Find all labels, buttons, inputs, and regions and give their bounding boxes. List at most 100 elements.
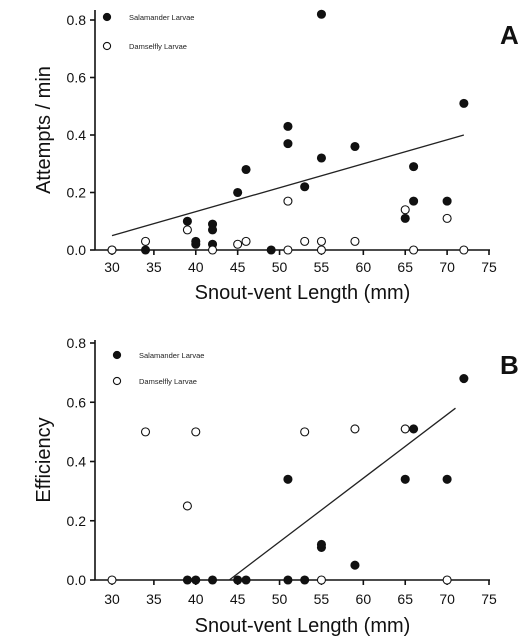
x-tick-label: 40 — [188, 259, 204, 275]
data-point-salamander — [316, 539, 326, 550]
y-tick-label: 0.0 — [67, 572, 87, 588]
data-point-damselfly — [350, 424, 360, 434]
data-point-salamander — [442, 474, 452, 484]
panel-a: 30 35 40 45 50 55 60 65 70 75 0.0 0.2 0.4 0.6 0.8 Snout… — [33, 9, 519, 304]
x-tick-label: 60 — [356, 591, 372, 607]
x-tick-label: 60 — [356, 259, 372, 275]
panel-letter: A — [500, 20, 519, 50]
y-tick-label: 0.8 — [67, 12, 87, 28]
x-tick-label: 75 — [481, 259, 497, 275]
data-point-damselfly — [283, 196, 293, 206]
regression-line — [111, 134, 465, 237]
legend-label-salamander: Salamander Larvae — [129, 13, 194, 22]
data-point-damselfly — [140, 427, 151, 437]
x-axis-label: Snout-vent Length (mm) — [195, 615, 411, 637]
data-point-damselfly — [207, 245, 218, 255]
data-point-damselfly — [400, 424, 410, 434]
y-tick-label: 0.4 — [67, 127, 87, 143]
legend-marker-salamander — [102, 12, 112, 22]
data-point-salamander — [233, 575, 243, 585]
legend-marker-damselfly — [112, 376, 122, 386]
y-tick-label: 0.2 — [67, 185, 87, 201]
data-point-salamander — [241, 575, 251, 585]
x-tick-label: 45 — [230, 591, 246, 607]
x-tick-label: 70 — [439, 591, 455, 607]
data-point-salamander — [283, 121, 293, 131]
data-point-damselfly — [442, 575, 452, 585]
y-tick-label: 0.2 — [67, 513, 87, 529]
x-tick-label: 35 — [146, 591, 162, 607]
data-point-salamander — [191, 236, 201, 246]
data-point-damselfly — [316, 575, 326, 585]
data-point-salamander — [409, 196, 419, 206]
data-point-salamander — [400, 474, 410, 484]
x-tick-label: 40 — [188, 591, 204, 607]
panel-letter: B — [500, 350, 519, 380]
regression-line — [228, 407, 456, 581]
data-point-salamander — [316, 9, 326, 19]
data-point-salamander — [233, 187, 243, 198]
y-tick-label: 0.0 — [67, 242, 87, 258]
data-point-salamander — [241, 164, 251, 175]
legend-label-damselfly: Damselfly Larvae — [129, 42, 187, 51]
data-point-salamander — [300, 182, 310, 192]
data-point-salamander — [207, 575, 218, 585]
data-point-salamander — [182, 216, 192, 226]
legend-marker-salamander — [112, 350, 122, 360]
data-point-salamander — [266, 245, 276, 255]
panel-b: 30 35 40 45 50 55 60 65 70 75 0.0 0.2 0.4 0.6 0.8 Snout… — [33, 335, 519, 637]
data-point-salamander — [409, 162, 419, 172]
data-point-damselfly — [300, 236, 310, 246]
legend-label-damselfly: Damselfly Larvae — [139, 377, 197, 386]
x-tick-label: 45 — [230, 259, 246, 275]
data-point-damselfly — [241, 236, 251, 246]
data-point-damselfly — [350, 236, 360, 246]
data-point-damselfly — [140, 236, 151, 246]
x-tick-label: 65 — [397, 259, 413, 275]
data-point-damselfly — [316, 245, 326, 255]
data-point-damselfly — [182, 501, 192, 511]
x-tick-label: 75 — [481, 591, 497, 607]
data-point-salamander — [409, 424, 419, 434]
data-point-salamander — [459, 98, 469, 108]
x-tick-label: 65 — [397, 591, 413, 607]
data-point-salamander — [283, 474, 293, 484]
x-tick-label: 50 — [272, 591, 288, 607]
data-point-salamander — [300, 575, 310, 585]
y-tick-label: 0.6 — [67, 70, 87, 86]
data-point-damselfly — [442, 213, 452, 223]
data-point-salamander — [442, 196, 452, 206]
data-point-damselfly — [107, 575, 117, 585]
x-tick-label: 35 — [146, 259, 162, 275]
data-point-damselfly — [233, 239, 243, 249]
data-point-salamander — [350, 141, 360, 152]
legend-label-salamander: Salamander Larvae — [139, 351, 204, 360]
data-point-salamander — [182, 575, 192, 585]
data-point-salamander — [459, 373, 469, 384]
y-axis-label: Attempts / min — [33, 66, 55, 194]
data-point-damselfly — [191, 427, 201, 437]
data-point-salamander — [207, 225, 218, 235]
data-point-damselfly — [316, 236, 326, 246]
data-point-salamander — [400, 213, 410, 223]
x-tick-label: 30 — [104, 259, 120, 275]
data-point-damselfly — [400, 205, 410, 215]
data-point-damselfly — [300, 427, 310, 437]
y-tick-label: 0.6 — [67, 394, 87, 410]
x-tick-label: 30 — [104, 591, 120, 607]
x-tick-label: 55 — [314, 259, 330, 275]
data-point-damselfly — [107, 245, 117, 255]
data-point-salamander — [316, 153, 326, 163]
data-point-salamander — [350, 560, 360, 570]
x-tick-label: 70 — [439, 259, 455, 275]
x-tick-label: 50 — [272, 259, 288, 275]
legend-marker-damselfly — [102, 41, 112, 51]
data-point-damselfly — [283, 245, 293, 255]
x-axis-label: Snout-vent Length (mm) — [195, 282, 411, 304]
data-point-damselfly — [459, 245, 469, 255]
y-tick-label: 0.4 — [67, 454, 87, 470]
y-axis-label: Efficiency — [33, 417, 55, 502]
data-point-salamander — [283, 575, 293, 585]
data-point-salamander — [283, 139, 293, 149]
